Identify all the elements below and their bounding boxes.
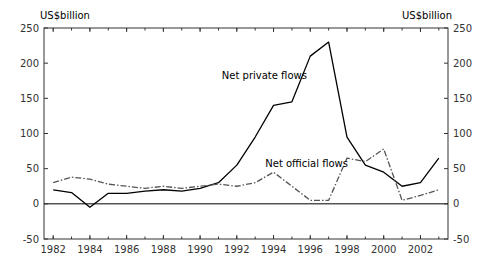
x-tick (273, 235, 274, 239)
annotation: Net official flows (265, 158, 348, 169)
x-minor-tick (291, 237, 292, 240)
x-tick (383, 28, 384, 32)
x-minor-tick (71, 237, 72, 240)
x-minor-tick (108, 28, 109, 31)
x-tick (310, 28, 311, 32)
y2-tick-label: 50 (453, 163, 466, 174)
y2-axis-label: US$billion (402, 10, 452, 21)
x-minor-tick (438, 237, 439, 240)
y-tick (44, 168, 48, 169)
x-tick (310, 235, 311, 239)
y-axis-label: US$billion (40, 10, 90, 21)
x-minor-tick (145, 237, 146, 240)
y-tick-label: 250 (20, 23, 39, 34)
y-tick (44, 98, 48, 99)
x-minor-tick (181, 28, 182, 31)
x-minor-tick (328, 237, 329, 240)
y-tick (44, 133, 48, 134)
y-tick (44, 239, 48, 240)
y-tick-label: 0 (33, 198, 39, 209)
x-tick-label: 1996 (298, 244, 323, 255)
x-minor-tick (291, 28, 292, 31)
x-tick (236, 235, 237, 239)
x-tick-label: 2002 (408, 244, 433, 255)
y2-tick-label: 250 (453, 23, 472, 34)
x-minor-tick (218, 28, 219, 31)
x-minor-tick (255, 237, 256, 240)
y2-tick-label: 150 (453, 93, 472, 104)
x-tick (420, 28, 421, 32)
x-tick (236, 28, 237, 32)
y2-tick (444, 63, 448, 64)
x-tick (89, 28, 90, 32)
y-tick (44, 63, 48, 64)
x-minor-tick (402, 237, 403, 240)
x-minor-tick (365, 237, 366, 240)
y2-tick (444, 98, 448, 99)
y-tick (44, 28, 48, 29)
y2-tick-label: 0 (453, 198, 459, 209)
x-minor-tick (365, 28, 366, 31)
x-minor-tick (328, 28, 329, 31)
x-tick-label: 1988 (151, 244, 176, 255)
y2-tick-label: 100 (453, 128, 472, 139)
x-tick-label: 2000 (371, 244, 396, 255)
x-tick (347, 28, 348, 32)
x-minor-tick (181, 237, 182, 240)
x-tick-label: 1986 (114, 244, 139, 255)
x-tick (163, 28, 164, 32)
series-line (53, 42, 439, 207)
y2-tick-label: -50 (453, 234, 469, 245)
series-line (53, 149, 439, 200)
y2-tick (444, 168, 448, 169)
x-tick (53, 28, 54, 32)
annotation: Net private flows (222, 70, 307, 81)
x-minor-tick (402, 28, 403, 31)
x-tick-label: 1992 (224, 244, 249, 255)
x-minor-tick (438, 28, 439, 31)
x-minor-tick (71, 28, 72, 31)
x-tick (200, 28, 201, 32)
x-tick-label: 1990 (187, 244, 212, 255)
x-minor-tick (108, 237, 109, 240)
x-minor-tick (145, 28, 146, 31)
y-tick-label: 200 (20, 58, 39, 69)
x-minor-tick (255, 28, 256, 31)
x-tick (126, 28, 127, 32)
x-minor-tick (218, 237, 219, 240)
x-tick-label: 1984 (77, 244, 102, 255)
plot-area (53, 42, 439, 207)
y-tick (44, 203, 48, 204)
x-tick (420, 235, 421, 239)
y2-tick (444, 28, 448, 29)
x-tick (347, 235, 348, 239)
y2-tick (444, 203, 448, 204)
plot-frame (44, 28, 448, 239)
y-tick-label: 150 (20, 93, 39, 104)
x-tick (273, 28, 274, 32)
x-tick-label: 1982 (40, 244, 65, 255)
x-tick-label: 1998 (334, 244, 359, 255)
y-tick-label: 50 (26, 163, 39, 174)
x-tick (383, 235, 384, 239)
x-tick (163, 235, 164, 239)
zero-line (44, 203, 448, 204)
y2-tick-label: 200 (453, 58, 472, 69)
x-tick (53, 235, 54, 239)
x-tick-label: 1994 (261, 244, 286, 255)
x-tick (89, 235, 90, 239)
y-tick-label: 100 (20, 128, 39, 139)
x-tick (126, 235, 127, 239)
y2-tick (444, 239, 448, 240)
x-tick (200, 235, 201, 239)
y2-tick (444, 133, 448, 134)
chart: 1982198419861988199019921994199619982000… (0, 0, 492, 265)
y-tick-label: -50 (23, 234, 39, 245)
